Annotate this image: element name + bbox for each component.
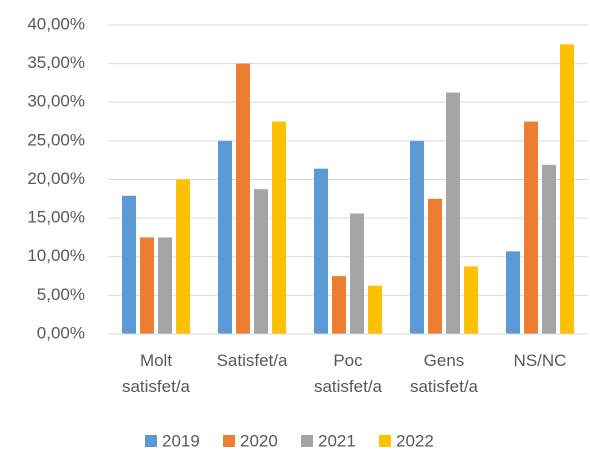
bar [176, 179, 190, 334]
bar [314, 168, 328, 334]
bar [428, 198, 442, 334]
bar [236, 63, 250, 334]
y-tick-label: 30,00% [27, 92, 85, 111]
y-tick-label: 10,00% [27, 246, 85, 265]
x-tick-label: Molt satisfet/a [121, 351, 191, 396]
legend-label: 2020 [240, 431, 278, 450]
bar [524, 121, 538, 334]
bar [254, 189, 268, 334]
legend-label: 2021 [318, 431, 356, 450]
x-tick-label: Gens satisfet/a [409, 351, 479, 396]
y-tick-label: 0,00% [37, 323, 85, 342]
x-tick-label: NS/NC [513, 351, 567, 370]
bar [410, 140, 424, 334]
legend-label: 2022 [396, 431, 434, 450]
y-tick-label: 20,00% [27, 169, 85, 188]
bar [446, 92, 460, 334]
bar [272, 121, 286, 334]
bar [332, 276, 346, 334]
x-tick-label: Poc satisfet/a [313, 351, 383, 396]
bar [506, 251, 520, 334]
legend-swatch [379, 435, 391, 447]
legend-swatch [301, 435, 313, 447]
y-tick-label: 5,00% [37, 285, 85, 304]
y-tick-label: 40,00% [27, 14, 85, 33]
bar [350, 213, 364, 334]
legend-label: 2019 [162, 431, 200, 450]
bar [158, 237, 172, 334]
y-tick-label: 15,00% [27, 208, 85, 227]
x-tick-label: Satisfet/a [216, 351, 288, 370]
y-tick-label: 35,00% [27, 53, 85, 72]
legend-swatch [223, 435, 235, 447]
y-tick-label: 25,00% [27, 130, 85, 149]
bar [560, 44, 574, 334]
bar [218, 140, 232, 334]
bar [542, 164, 556, 334]
bar [464, 266, 478, 334]
bar [140, 237, 154, 334]
legend-swatch [145, 435, 157, 447]
bar [122, 195, 136, 334]
bar [368, 285, 382, 334]
